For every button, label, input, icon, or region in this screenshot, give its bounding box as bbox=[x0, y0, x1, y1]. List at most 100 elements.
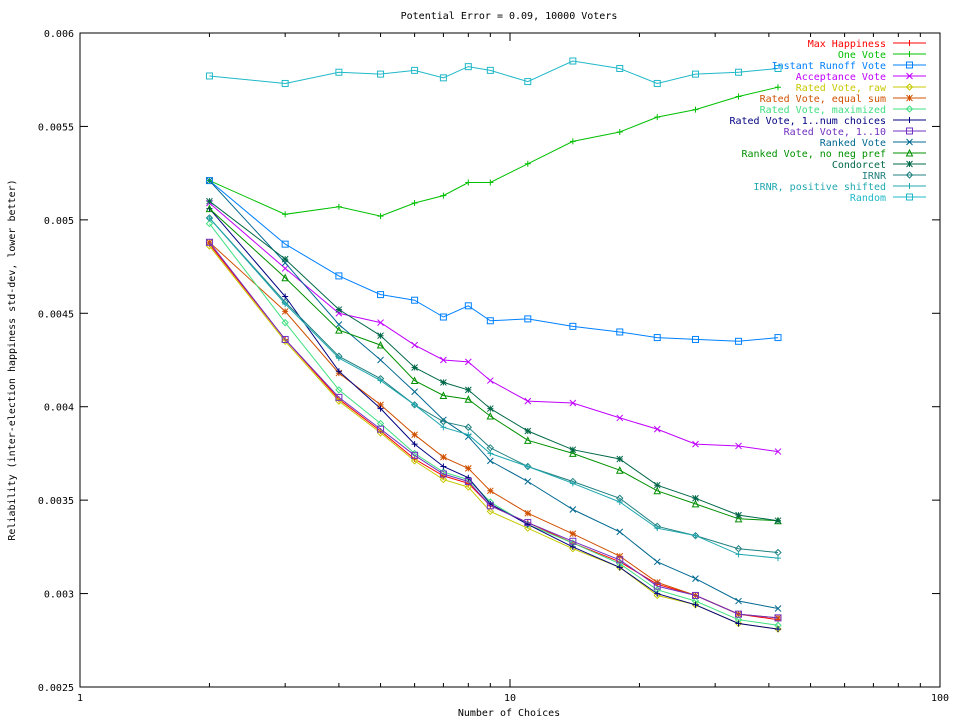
series-irnr-positive-shifted bbox=[206, 214, 781, 562]
point-marker-plus bbox=[906, 117, 913, 123]
series-ranked-vote bbox=[206, 177, 782, 612]
point-marker-star bbox=[335, 306, 343, 313]
series-line bbox=[209, 180, 779, 342]
point-marker-star bbox=[569, 446, 577, 454]
point-marker-plus bbox=[906, 40, 913, 46]
point-marker-plus bbox=[465, 179, 472, 186]
point-marker-square bbox=[377, 425, 385, 433]
point-marker-square bbox=[524, 78, 532, 86]
legend-label: Rated Vote, equal sum bbox=[760, 94, 886, 105]
point-marker-plus bbox=[654, 525, 661, 532]
point-marker-square bbox=[653, 334, 661, 342]
series-rated-vote-maximized bbox=[205, 219, 782, 630]
point-marker-square bbox=[464, 302, 472, 310]
point-marker-plus bbox=[487, 450, 494, 457]
series-line bbox=[209, 202, 779, 453]
legend-item: Acceptance Vote bbox=[796, 72, 926, 83]
legend-label: Rated Vote, 1..num choices bbox=[729, 116, 886, 127]
y-tick-label: 0.0025 bbox=[38, 683, 74, 694]
legend-label: Ranked Vote, no neg pref bbox=[742, 149, 887, 160]
x-axis: 1 10 100 bbox=[77, 33, 949, 704]
series-line bbox=[209, 208, 779, 522]
point-marker-x bbox=[464, 358, 472, 366]
point-marker-plus bbox=[282, 211, 289, 218]
point-marker-square bbox=[691, 70, 699, 78]
point-marker-plus bbox=[616, 129, 623, 136]
point-marker-plus bbox=[335, 368, 342, 375]
point-marker-x bbox=[616, 414, 624, 422]
point-marker-star bbox=[524, 509, 532, 517]
legend-item: IRNR, positive shifted bbox=[754, 182, 926, 193]
point-marker-square bbox=[281, 335, 289, 343]
point-marker-square bbox=[653, 79, 661, 87]
series-rated-vote-equal-sum bbox=[206, 238, 782, 622]
point-marker-x bbox=[206, 177, 213, 184]
point-marker-x bbox=[440, 356, 447, 364]
point-marker-square bbox=[205, 177, 213, 185]
y-tick-label: 0.0035 bbox=[38, 496, 74, 507]
series-random bbox=[205, 57, 782, 87]
point-marker-square bbox=[486, 317, 494, 325]
point-marker-triangle bbox=[734, 514, 743, 523]
series-rated-vote-raw bbox=[205, 242, 782, 633]
point-marker-star bbox=[906, 160, 913, 168]
legend-item: Random bbox=[850, 193, 926, 204]
y-tick-label: 0.0045 bbox=[38, 309, 74, 320]
series-line bbox=[209, 60, 779, 85]
legend-item: Condorcet bbox=[832, 160, 926, 171]
point-marker-square bbox=[774, 614, 782, 622]
point-marker-triangle bbox=[653, 486, 662, 495]
series-acceptance-vote bbox=[206, 199, 782, 455]
legend-item: One Vote bbox=[838, 50, 926, 61]
point-marker-star bbox=[411, 364, 418, 371]
series-max-happiness bbox=[206, 241, 781, 623]
point-marker-plus bbox=[524, 160, 531, 167]
y-axis-label: Reliability (inter-election happiness st… bbox=[7, 179, 18, 540]
point-marker-plus bbox=[335, 355, 342, 362]
point-marker-star bbox=[524, 427, 532, 435]
point-marker-x bbox=[569, 506, 577, 513]
point-marker-star bbox=[692, 494, 699, 502]
point-marker-plus bbox=[906, 183, 913, 189]
point-marker-diamond bbox=[905, 171, 914, 179]
point-marker-diamond bbox=[205, 214, 214, 222]
y-tick-label: 0.003 bbox=[44, 590, 74, 601]
legend-label: IRNR, positive shifted bbox=[754, 182, 886, 193]
point-marker-square bbox=[774, 334, 782, 342]
point-marker-square bbox=[486, 502, 494, 510]
point-marker-triangle bbox=[905, 148, 914, 157]
series-line bbox=[209, 180, 779, 609]
point-marker-x bbox=[524, 478, 532, 485]
x-axis-label: Number of Choices bbox=[458, 708, 560, 719]
point-marker-plus bbox=[487, 179, 494, 186]
point-marker-x bbox=[692, 440, 699, 448]
legend-label: Max Happiness bbox=[808, 39, 886, 50]
legend-label: Condorcet bbox=[832, 160, 886, 171]
point-marker-star bbox=[616, 455, 624, 463]
point-marker-star bbox=[486, 487, 494, 495]
point-marker-plus bbox=[465, 474, 472, 481]
point-marker-diamond bbox=[439, 475, 448, 484]
point-marker-plus bbox=[569, 480, 576, 487]
point-marker-plus bbox=[774, 555, 781, 562]
point-marker-square bbox=[335, 68, 343, 76]
point-marker-plus bbox=[774, 626, 781, 633]
point-marker-triangle bbox=[376, 340, 385, 349]
chart-title: Potential Error = 0.09, 10000 Voters bbox=[401, 11, 618, 22]
point-marker-plus bbox=[735, 551, 742, 558]
point-marker-square bbox=[439, 470, 447, 478]
point-marker-plus bbox=[411, 401, 418, 408]
point-marker-star bbox=[653, 579, 661, 586]
legend-item: Rated Vote, raw bbox=[796, 83, 926, 94]
point-marker-x bbox=[335, 321, 343, 328]
point-marker-star bbox=[616, 552, 624, 560]
point-marker-star bbox=[281, 255, 289, 263]
series-line bbox=[209, 223, 779, 626]
y-axis: 0.0025 0.003 0.0035 0.004 0.0045 0.005 0.0055 0… bbox=[38, 29, 940, 694]
point-marker-square bbox=[205, 238, 213, 246]
point-marker-triangle bbox=[205, 204, 214, 213]
legend-label: Rated Vote, raw bbox=[796, 83, 887, 94]
point-marker-plus bbox=[206, 214, 213, 221]
legend-item: IRNR bbox=[862, 171, 926, 182]
legend-label: Rated Vote, maximized bbox=[760, 105, 886, 116]
